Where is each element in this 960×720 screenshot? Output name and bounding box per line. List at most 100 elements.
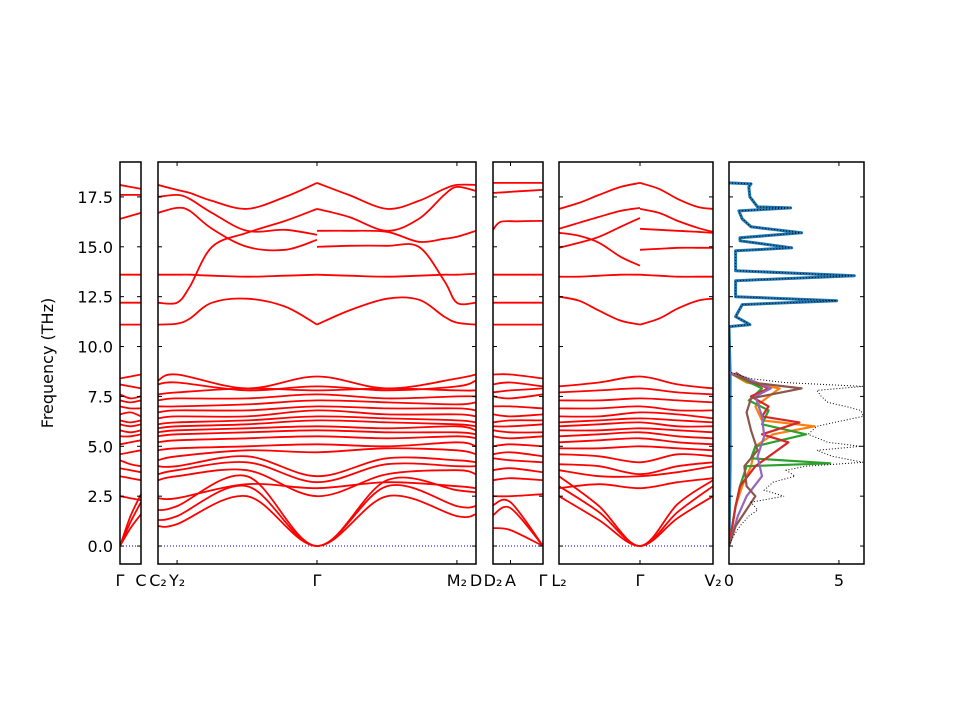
phonon-band bbox=[639, 297, 713, 326]
phonon-band bbox=[493, 498, 543, 547]
x-tick-label: Y₂ bbox=[168, 571, 185, 590]
phonon-band bbox=[158, 373, 476, 390]
phonon-band bbox=[120, 495, 141, 502]
phonon-band bbox=[493, 423, 543, 428]
phonon-band bbox=[559, 475, 713, 547]
phonon-band bbox=[120, 419, 141, 424]
x-tick-label: D bbox=[470, 571, 482, 590]
phonon-band bbox=[120, 393, 141, 400]
phonon-band bbox=[493, 381, 543, 388]
phonon-band bbox=[158, 468, 476, 498]
phonon-band bbox=[559, 217, 641, 249]
phonon-band bbox=[559, 375, 713, 390]
phonon-band bbox=[493, 493, 543, 498]
phonon-band bbox=[158, 455, 476, 478]
phonon-band bbox=[120, 184, 141, 190]
dos-x-tick-label: 0 bbox=[724, 571, 734, 590]
phonon-band bbox=[158, 208, 318, 305]
x-tick-label: Γ bbox=[313, 571, 322, 590]
phonon-band bbox=[120, 493, 141, 547]
phonon-band bbox=[493, 467, 543, 474]
phonon-band bbox=[120, 399, 141, 404]
phonon-band bbox=[639, 227, 713, 234]
phonon-band bbox=[493, 457, 543, 464]
x-tick-label: D₂ bbox=[484, 571, 503, 590]
phonon-band bbox=[639, 246, 713, 251]
phonon-band bbox=[120, 439, 141, 446]
phonon-band bbox=[559, 417, 713, 424]
phonon-band bbox=[559, 465, 713, 478]
phonon-band bbox=[559, 387, 713, 396]
y-tick-label: 0.0 bbox=[88, 537, 113, 556]
phonon-band bbox=[316, 185, 476, 232]
phonon-band bbox=[158, 273, 318, 278]
phonon-band bbox=[559, 445, 713, 452]
y-axis-label: Frequency (THz) bbox=[38, 298, 57, 428]
dos-projection-brown bbox=[729, 371, 803, 547]
phonon-band bbox=[158, 393, 476, 402]
band-panel-c2-y2-gamma-m2-d: C₂ Y₂ Γ M₂ D bbox=[149, 161, 482, 590]
phonon-band bbox=[493, 387, 543, 394]
panel-frame bbox=[728, 161, 865, 565]
phonon-band bbox=[316, 229, 476, 243]
x-tick-label: M₂ bbox=[447, 571, 467, 590]
phonon-band bbox=[158, 387, 476, 396]
phonon-band bbox=[639, 208, 713, 233]
x-tick-label: A bbox=[505, 571, 516, 590]
panel-frame bbox=[119, 161, 142, 565]
phonon-band bbox=[493, 189, 543, 194]
bands-group bbox=[158, 182, 476, 547]
phonon-band bbox=[158, 419, 476, 430]
phonon-band bbox=[158, 435, 476, 444]
band-panel-l2-gamma-v2: L₂ Γ V₂ bbox=[551, 161, 722, 590]
dos-curves bbox=[729, 181, 864, 547]
phonon-band bbox=[559, 421, 713, 428]
dos-projection-red bbox=[729, 371, 801, 547]
x-tick-label: Γ bbox=[116, 571, 125, 590]
phonon-band bbox=[158, 441, 476, 452]
phonon-band bbox=[559, 453, 713, 464]
panel-frame bbox=[492, 161, 544, 565]
phonon-band bbox=[120, 467, 141, 474]
x-tick-label: Γ bbox=[636, 571, 645, 590]
phonon-band bbox=[158, 379, 476, 392]
phonon-band bbox=[120, 411, 141, 418]
phonon-band bbox=[158, 481, 476, 501]
bands-group bbox=[120, 184, 141, 547]
phonon-band bbox=[559, 411, 713, 420]
x-tick-label: V₂ bbox=[704, 571, 721, 590]
phonon-band bbox=[639, 273, 713, 278]
phonon-band bbox=[158, 409, 476, 420]
phonon-band bbox=[158, 425, 476, 434]
phonon-band bbox=[316, 182, 476, 210]
phonon-band bbox=[493, 477, 543, 482]
phonon-band bbox=[559, 182, 641, 210]
phonon-band bbox=[493, 405, 543, 410]
y-tick-labels: 0.0 2.5 5.0 7.5 10.0 12.5 15.0 17.5 bbox=[77, 188, 113, 556]
phonon-band bbox=[559, 437, 713, 446]
phonon-band bbox=[158, 461, 476, 484]
phonon-band bbox=[158, 429, 476, 438]
phonon-band bbox=[120, 405, 141, 410]
phonon-band bbox=[316, 243, 476, 306]
phonon-band bbox=[493, 451, 543, 458]
y-tick-label: 12.5 bbox=[77, 288, 113, 307]
phonon-band bbox=[158, 399, 476, 408]
x-tick-label: C₂ bbox=[149, 571, 167, 590]
dos-projection-green bbox=[729, 371, 832, 547]
phonon-band bbox=[493, 429, 543, 434]
x-tick-label: Γ bbox=[539, 571, 548, 590]
y-tick-label: 2.5 bbox=[88, 487, 113, 506]
phonon-band bbox=[559, 427, 713, 434]
phonon-band bbox=[493, 527, 543, 547]
phonon-band bbox=[559, 397, 713, 404]
panel-frame bbox=[558, 161, 714, 565]
phonon-band bbox=[158, 484, 476, 547]
phonon-band bbox=[158, 182, 318, 210]
phonon-band bbox=[158, 447, 476, 462]
phonon-band bbox=[120, 423, 141, 428]
phonon-band bbox=[158, 206, 318, 252]
phonon-band bbox=[493, 443, 543, 448]
phonon-band bbox=[559, 405, 713, 412]
phonon-band bbox=[158, 297, 318, 326]
